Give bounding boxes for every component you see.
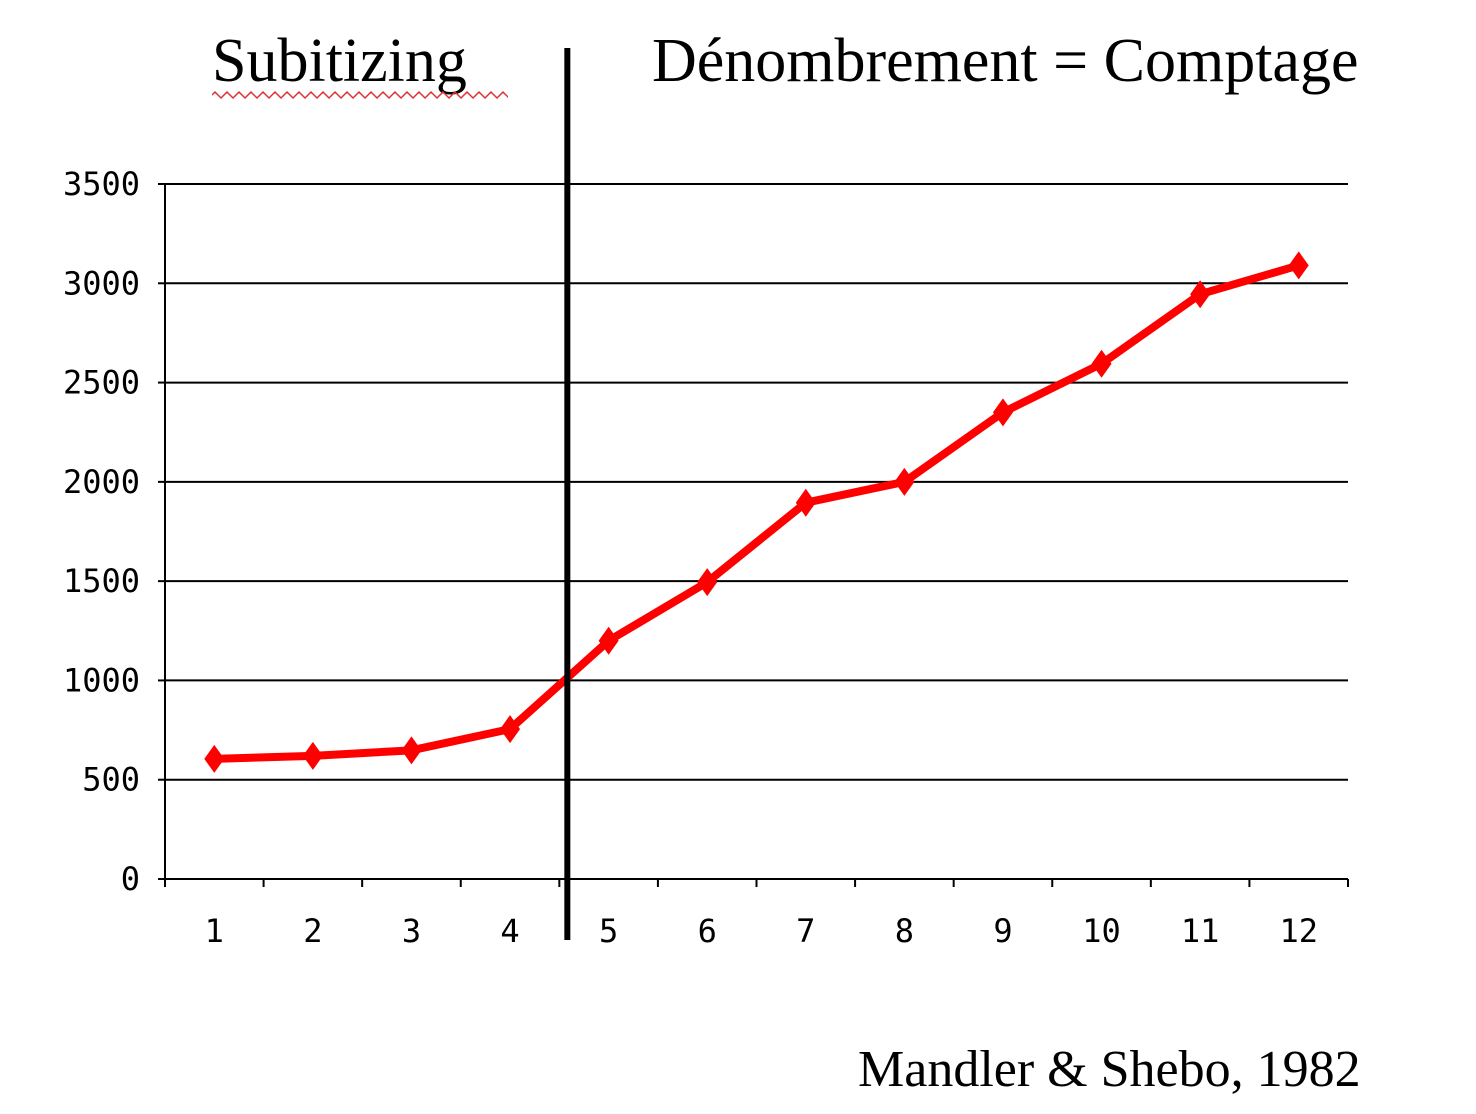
gridlines (165, 183, 1348, 781)
x-tick-label-2: 2 (303, 912, 322, 950)
data-point-2 (302, 741, 323, 770)
x-tick-label-7: 7 (796, 912, 815, 950)
y-tick-labels: 0 500 1000 1500 2000 2500 3000 3500 (63, 165, 140, 898)
counting-heading: Dénombrement = Comptage (652, 27, 1359, 95)
data-point-10 (1091, 349, 1112, 378)
data-point-5 (598, 626, 619, 655)
data-point-7 (795, 488, 816, 517)
y-tick-label-0: 0 (121, 860, 140, 898)
data-point-4 (500, 715, 521, 744)
x-tick-label-9: 9 (993, 912, 1012, 950)
y-tick-label-3000: 3000 (63, 264, 140, 302)
subitizing-heading: Subitizing (212, 27, 467, 95)
x-tick-label-3: 3 (402, 912, 421, 950)
data-point-9 (992, 398, 1013, 427)
spellcheck-underline (212, 90, 508, 100)
x-tick-label-1: 1 (205, 912, 224, 950)
y-tick-label-2500: 2500 (63, 364, 140, 402)
x-tick-label-12: 12 (1279, 912, 1318, 950)
x-tick-label-5: 5 (599, 912, 618, 950)
y-tick-label-500: 500 (82, 761, 140, 799)
x-tick-label-6: 6 (698, 912, 717, 950)
x-tick-label-8: 8 (895, 912, 914, 950)
x-tick-label-11: 11 (1181, 912, 1220, 950)
series (204, 251, 1309, 773)
data-point-11 (1190, 280, 1211, 309)
data-point-8 (894, 467, 915, 496)
y-tick-label-2000: 2000 (63, 463, 140, 501)
data-point-6 (697, 568, 718, 597)
axes (158, 183, 1349, 887)
y-tick-label-1000: 1000 (63, 661, 140, 699)
citation: Mandler & Shebo, 1982 (858, 1041, 1361, 1098)
data-point-12 (1288, 251, 1309, 280)
series-line-0 (214, 261, 1300, 763)
x-tick-label-10: 10 (1082, 912, 1121, 950)
data-point-3 (401, 736, 422, 765)
x-tick-label-4: 4 (500, 912, 519, 950)
x-tick-labels: 1 2 3 4 5 6 7 8 9 10 11 12 (205, 912, 1318, 950)
y-tick-label-3500: 3500 (63, 165, 140, 203)
y-tick-label-1500: 1500 (63, 562, 140, 600)
data-point-1 (204, 744, 225, 773)
